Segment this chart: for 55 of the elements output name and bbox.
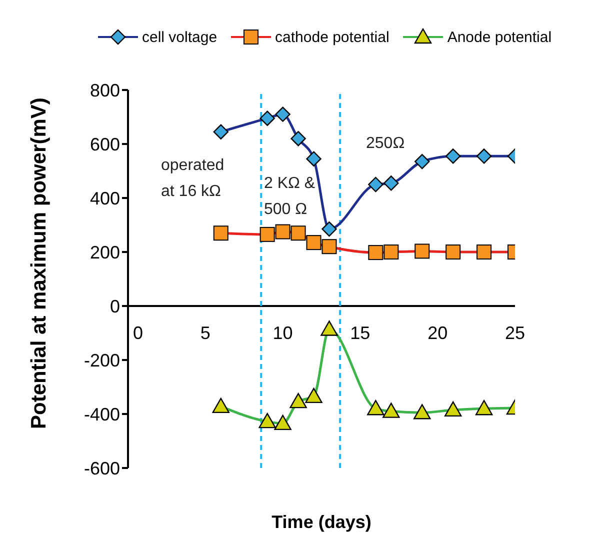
point [212,398,230,414]
y-tick-label: 600 [90,134,120,154]
x-axis-title: Time (days) [272,512,372,532]
point [306,151,322,166]
point [322,221,337,237]
point [258,412,276,428]
y-tick-label: 0 [110,296,120,316]
point [414,404,431,420]
point [476,148,492,164]
y-tick-label: 800 [90,80,120,100]
point [260,110,275,126]
point [290,392,307,408]
point [368,176,384,192]
point [213,124,228,140]
annotation: operated at 16 kΩ [161,157,224,200]
point [305,388,322,404]
point [476,244,492,260]
point [275,106,290,122]
x-tick-label: 15 [350,322,370,343]
legend-label: Anode potential [446,28,552,46]
y-tick-label: -600 [84,458,120,478]
x-tick-label: 25 [504,322,526,343]
y-tick-label: 200 [90,242,120,262]
point [275,224,290,240]
x-tick-label: 5 [200,322,210,343]
legend-label: cell voltage [141,28,218,46]
y-tick-label: 400 [90,188,120,208]
point [274,414,292,430]
point [213,226,228,241]
x-tick-label: 20 [428,322,448,343]
y-axis-title: Potential at maximum power(mV) [27,98,50,429]
point [444,401,462,417]
point [320,320,338,336]
point [384,244,399,260]
legend-label: cathode potential [274,28,390,46]
point [306,235,322,250]
annotation: 250Ω [366,135,405,152]
point [414,244,430,259]
point [382,402,400,418]
point [368,245,384,260]
point [446,244,461,260]
point [260,226,275,242]
y-tick-label: -200 [84,350,120,370]
point [290,131,306,146]
point [290,226,306,241]
y-tick-label: -400 [84,404,120,424]
point [475,400,493,416]
point [414,154,430,170]
point [322,239,337,254]
x-tick-label: 0 [132,322,144,343]
annotation: 2 KΩ & 500 Ω [264,175,316,218]
point [384,176,399,191]
point [445,148,461,164]
x-tick-label: 10 [272,322,293,343]
point [367,400,384,416]
